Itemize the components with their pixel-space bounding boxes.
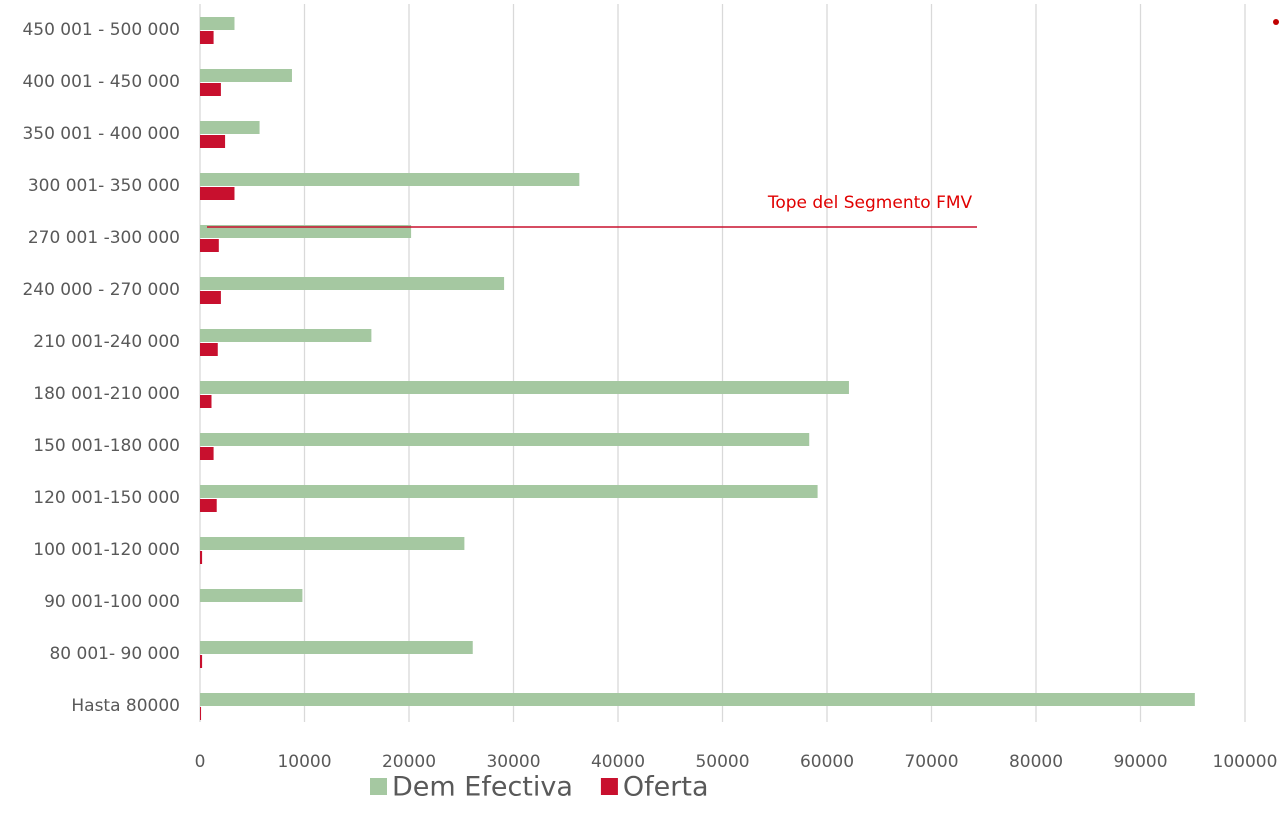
bar: [200, 433, 810, 446]
x-tick-label: 0: [195, 752, 206, 772]
bar: [200, 343, 218, 356]
bar: [200, 395, 212, 408]
y-tick-label: 450 001 - 500 000: [22, 20, 180, 40]
x-tick-label: 40000: [591, 752, 645, 772]
x-tick-label: 10000: [277, 752, 331, 772]
bar: [200, 485, 818, 498]
x-tick-label: 80000: [1009, 752, 1063, 772]
bar: [200, 641, 473, 654]
bar: [200, 239, 219, 252]
bar: [200, 381, 849, 394]
bar: [200, 121, 260, 134]
bar: [200, 69, 292, 82]
bar: [200, 83, 221, 96]
y-tick-label: 240 000 - 270 000: [22, 280, 180, 300]
legend-label: Dem Efectiva: [392, 772, 573, 803]
legend-swatch: [600, 778, 618, 795]
bar: [200, 291, 221, 304]
bar: [200, 187, 235, 200]
bar: [200, 499, 217, 512]
bar: [200, 447, 214, 460]
bar: [200, 707, 202, 720]
y-tick-label: 350 001 - 400 000: [22, 124, 180, 144]
y-tick-label: 270 001 -300 000: [28, 228, 180, 248]
x-tick-label: 100000: [1213, 752, 1278, 772]
annotation-label: Tope del Segmento FMV: [767, 193, 973, 213]
bar: [200, 31, 214, 44]
bar: [200, 329, 372, 342]
legend-label: Oferta: [623, 772, 709, 803]
y-tick-label: 90 001-100 000: [44, 592, 180, 612]
x-tick-label: 50000: [695, 752, 749, 772]
bar: [200, 135, 226, 148]
y-tick-label: 150 001-180 000: [33, 436, 180, 456]
y-tick-label: 400 001 - 450 000: [22, 72, 180, 92]
y-tick-label: 300 001- 350 000: [28, 176, 180, 196]
bar: [200, 17, 235, 30]
x-tick-label: 90000: [1113, 752, 1167, 772]
bar: [200, 551, 203, 564]
bar: [200, 277, 505, 290]
x-tick-label: 60000: [800, 752, 854, 772]
y-tick-label: 100 001-120 000: [33, 540, 180, 560]
bar: [200, 537, 465, 550]
bar: [200, 589, 303, 602]
y-tick-label: 180 001-210 000: [33, 384, 180, 404]
y-tick-label: Hasta 80000: [71, 696, 180, 716]
bar: [200, 693, 1195, 706]
x-tick-label: 20000: [382, 752, 436, 772]
bar: [200, 655, 203, 668]
bar: [200, 173, 580, 186]
marker-dot: [1273, 19, 1279, 25]
y-tick-label: 210 001-240 000: [33, 332, 180, 352]
y-tick-label: 80 001- 90 000: [49, 644, 180, 664]
bar: [200, 225, 412, 238]
legend-swatch: [370, 778, 387, 795]
x-tick-label: 30000: [486, 752, 540, 772]
y-tick-label: 120 001-150 000: [33, 488, 180, 508]
x-tick-label: 70000: [904, 752, 958, 772]
